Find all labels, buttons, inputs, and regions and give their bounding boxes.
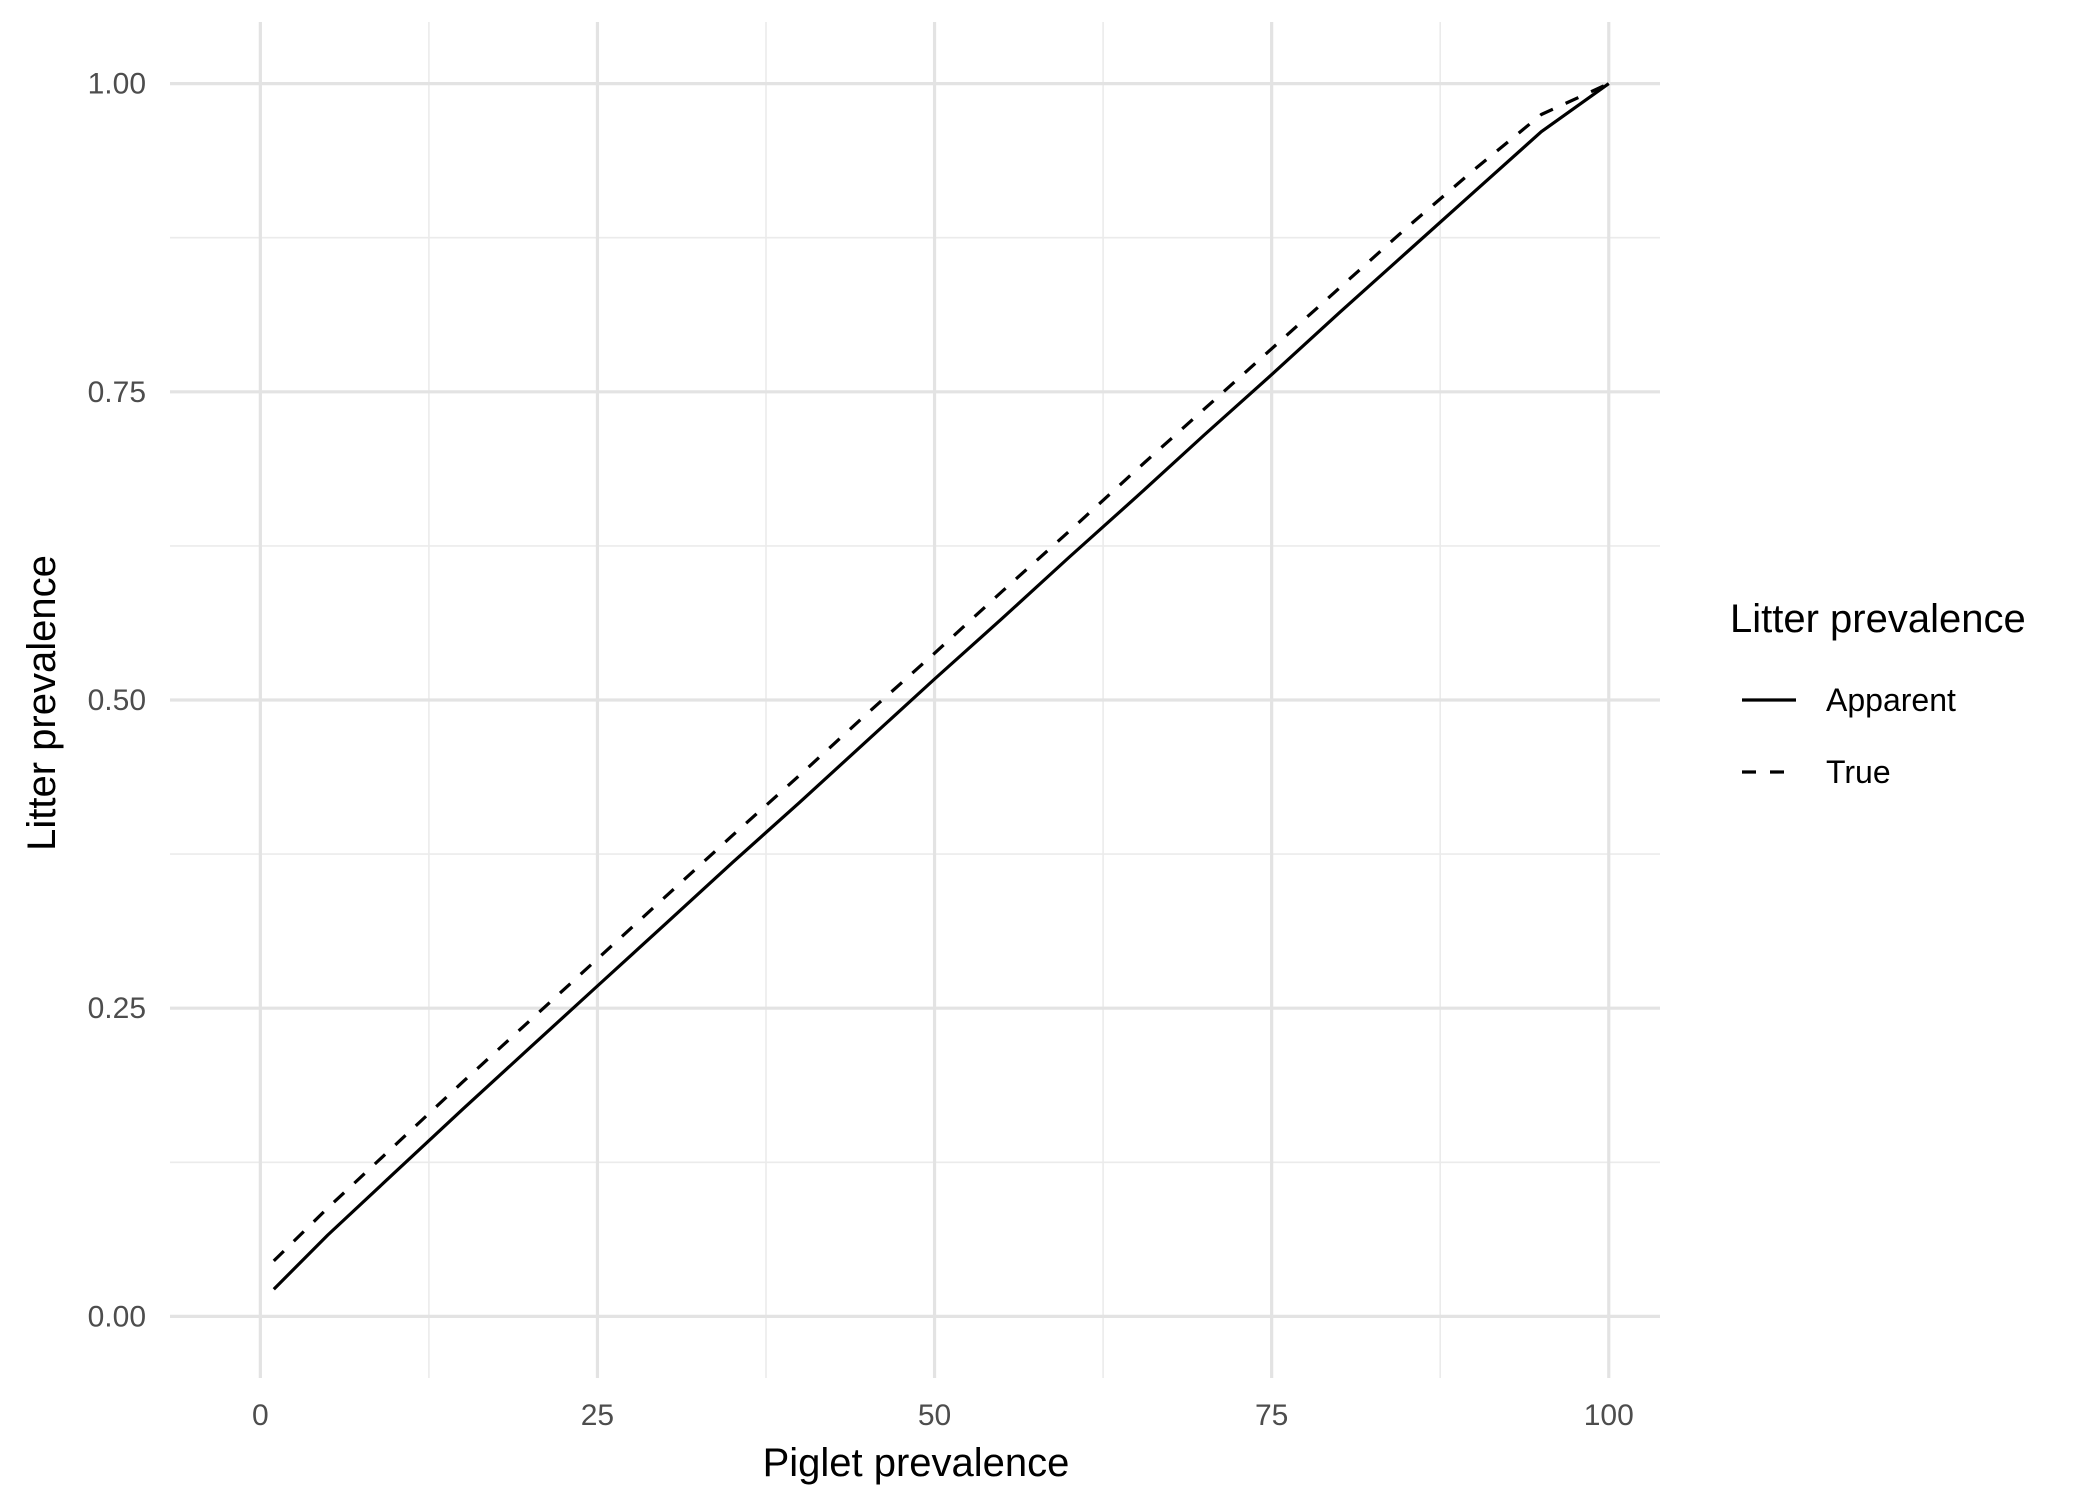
legend-label-apparent: Apparent xyxy=(1826,682,1956,718)
y-tick-label: 0.00 xyxy=(88,1300,146,1333)
y-axis-title: Litter prevalence xyxy=(20,555,64,851)
x-axis-tick-labels: 0 25 50 75 100 xyxy=(252,1399,1634,1432)
legend-title: Litter prevalence xyxy=(1730,597,2026,641)
x-tick-label: 25 xyxy=(581,1399,614,1432)
y-tick-label: 0.75 xyxy=(88,376,146,409)
y-tick-label: 0.25 xyxy=(88,992,146,1025)
x-tick-label: 100 xyxy=(1584,1399,1634,1432)
series-line-apparent xyxy=(272,82,1610,1291)
y-axis-tick-labels: 0.00 0.25 0.50 0.75 1.00 xyxy=(88,68,146,1334)
series-line-true xyxy=(272,82,1610,1263)
x-axis-title: Piglet prevalence xyxy=(763,1441,1070,1485)
grid-major-lines xyxy=(170,22,1660,1378)
x-tick-label: 50 xyxy=(918,1399,951,1432)
series-lines xyxy=(272,82,1610,1291)
legend: Litter prevalence Apparent True xyxy=(1730,597,2026,790)
y-tick-label: 0.50 xyxy=(88,684,146,717)
x-tick-label: 0 xyxy=(252,1399,269,1432)
x-tick-label: 75 xyxy=(1255,1399,1288,1432)
legend-items: Apparent True xyxy=(1742,682,1956,790)
grid-minor-lines xyxy=(170,22,1660,1378)
legend-label-true: True xyxy=(1826,754,1891,790)
y-tick-label: 1.00 xyxy=(88,68,146,101)
